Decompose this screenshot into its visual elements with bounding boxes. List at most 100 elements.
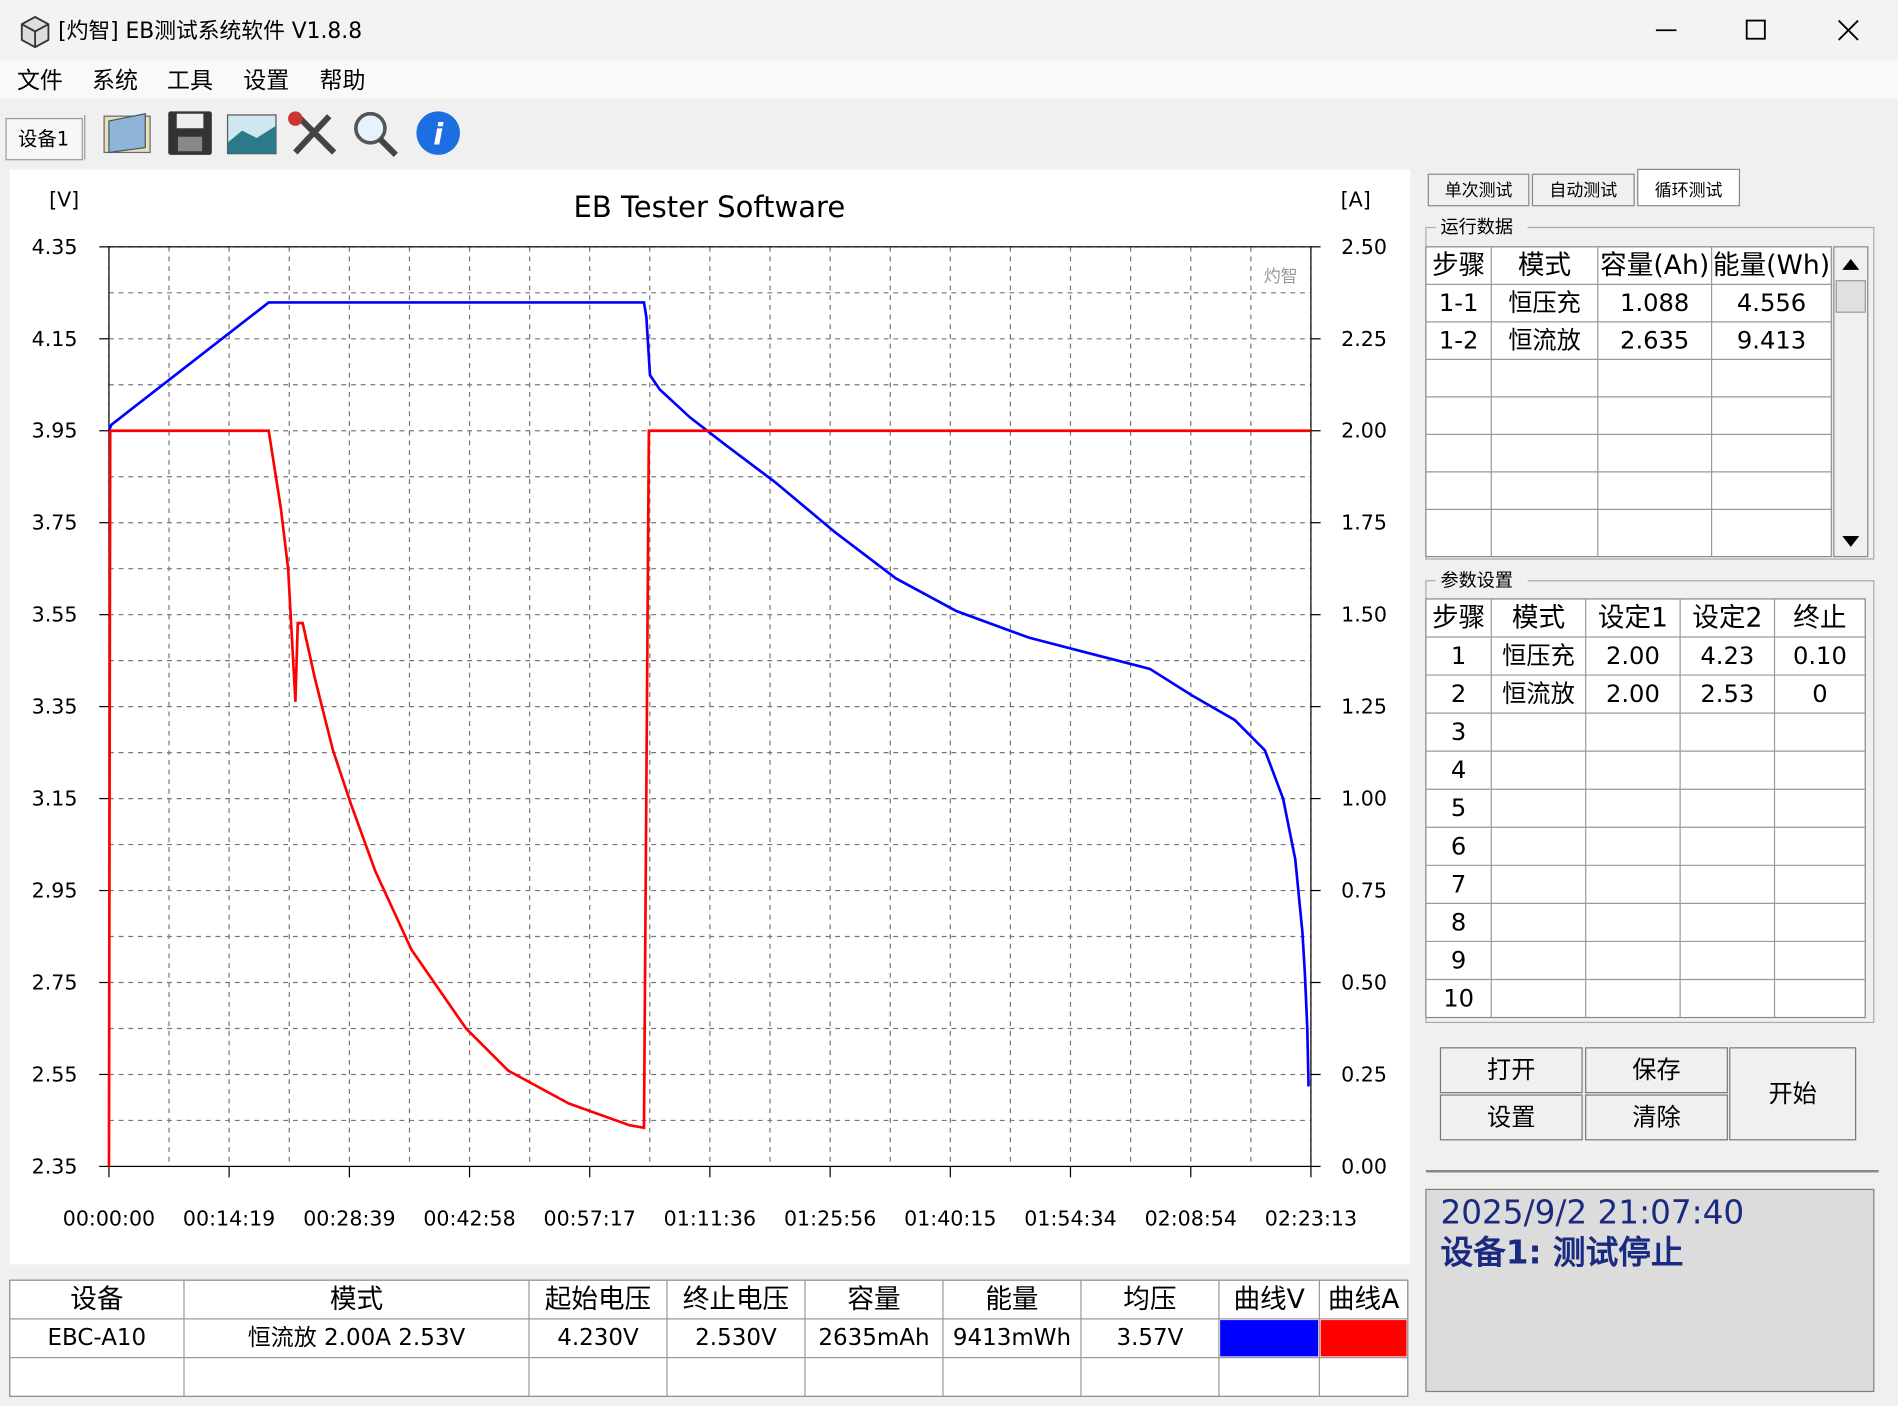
table-cell: 4.23	[1700, 642, 1754, 670]
table-cell: 4	[1451, 756, 1466, 784]
app-icon	[20, 15, 50, 49]
y2-axis-label: [A]	[1341, 188, 1371, 212]
table-header: 步骤	[1432, 602, 1485, 633]
x-tick-label: 02:23:13	[1265, 1206, 1357, 1230]
menu-item[interactable]: 设置	[243, 68, 289, 94]
curve-swatch	[1220, 1320, 1319, 1357]
table-cell: 2.530V	[695, 1325, 777, 1351]
y2-tick-label: 1.50	[1341, 603, 1387, 627]
group-label: 运行数据	[1440, 217, 1513, 238]
y2-tick-label: 0.00	[1341, 1154, 1387, 1178]
y-axis-label: [V]	[49, 188, 79, 212]
chart-icon[interactable]	[226, 114, 277, 155]
menu-item[interactable]: 文件	[17, 68, 63, 94]
series-line	[107, 301, 1310, 1087]
side-tab-bg[interactable]	[1531, 173, 1635, 207]
scroll-up[interactable]	[1842, 258, 1860, 270]
side-tab-bg[interactable]	[1427, 173, 1530, 207]
y-tick-label: 2.95	[32, 879, 78, 903]
button-bg[interactable]	[1439, 1047, 1583, 1094]
side-tab[interactable]: 自动测试	[1549, 180, 1617, 200]
button[interactable]: 保存	[1632, 1056, 1680, 1084]
table-cell: EBC-A10	[47, 1325, 146, 1351]
table-cell: 8	[1451, 908, 1466, 936]
table-cell: 2.53	[1700, 680, 1754, 708]
table-cell: 6	[1451, 832, 1466, 860]
button[interactable]: 设置	[1487, 1103, 1535, 1131]
table-header: 容量(Ah)	[1600, 250, 1709, 281]
table-header: 步骤	[1432, 250, 1485, 281]
save-icon[interactable]	[168, 111, 212, 155]
status-box	[1425, 1188, 1875, 1393]
menu-item[interactable]: 帮助	[320, 68, 366, 94]
group-label: 参数设置	[1440, 570, 1513, 591]
side-tab-bg[interactable]	[1637, 168, 1741, 207]
table-cell: 1-1	[1439, 289, 1479, 317]
table-cell: 10	[1443, 985, 1474, 1013]
y2-tick-label: 0.25	[1341, 1062, 1387, 1086]
close-button[interactable]	[1838, 19, 1859, 41]
table-cell: 5	[1451, 794, 1466, 822]
menu-item[interactable]: 工具	[167, 68, 213, 94]
curve-swatch	[1320, 1320, 1407, 1357]
button-bg[interactable]	[1439, 1094, 1583, 1141]
button[interactable]: 清除	[1632, 1103, 1680, 1131]
device-tab[interactable]: 设备1	[18, 128, 69, 151]
scroll-down[interactable]	[1842, 536, 1860, 547]
y2-tick-label: 1.00	[1341, 787, 1387, 811]
x-tick-label: 00:00:00	[63, 1206, 155, 1230]
button-bg[interactable]	[1585, 1094, 1728, 1141]
table-header: 模式	[1512, 602, 1565, 633]
table-header: 终止	[1793, 602, 1846, 633]
table-header: 模式	[330, 1284, 383, 1315]
maximize-button[interactable]	[1745, 19, 1766, 40]
x-tick-label: 00:14:19	[183, 1206, 275, 1230]
tools-icon[interactable]	[288, 111, 337, 155]
table-header: 起始电压	[545, 1284, 651, 1315]
menu-item[interactable]: 系统	[92, 68, 138, 94]
series-line	[107, 429, 1311, 1167]
scroll-thumb[interactable]	[1835, 280, 1866, 313]
info-icon[interactable]: i	[416, 111, 460, 155]
button[interactable]: 开始	[1768, 1080, 1816, 1108]
table-header: 设定2	[1692, 602, 1762, 633]
status-time: 2025/9/2 21:07:40	[1440, 1193, 1744, 1231]
y-tick-label: 3.55	[32, 603, 78, 627]
y-tick-label: 3.35	[32, 695, 78, 719]
table-cell: 0	[1812, 680, 1827, 708]
search-icon[interactable]	[354, 111, 398, 158]
window-title: [灼智] EB测试系统软件 V1.8.8	[58, 19, 362, 44]
device-tab-bg[interactable]	[5, 117, 83, 161]
table-header: 设备	[70, 1284, 123, 1315]
table-bg	[1425, 598, 1866, 1019]
side-tab[interactable]: 单次测试	[1445, 180, 1513, 200]
y2-tick-label: 1.75	[1341, 511, 1387, 535]
button-bg[interactable]	[1729, 1047, 1857, 1141]
table-cell: 2.635	[1620, 327, 1689, 355]
table-cell: 恒流放 2.00A 2.53V	[248, 1325, 466, 1351]
open-icon[interactable]	[103, 113, 151, 154]
side-tab[interactable]: 循环测试	[1655, 180, 1723, 200]
table-header: 均压	[1123, 1284, 1176, 1315]
x-tick-label: 01:40:15	[904, 1206, 996, 1230]
table-header: 终止电压	[683, 1284, 789, 1315]
table-header: 曲线A	[1328, 1284, 1399, 1315]
y-tick-label: 3.95	[32, 419, 78, 443]
table-cell: 4.230V	[557, 1325, 639, 1351]
button[interactable]: 打开	[1487, 1056, 1535, 1084]
group-label-bg	[1435, 569, 1528, 592]
table-bg	[1425, 246, 1833, 558]
table-cell: 3.57V	[1116, 1325, 1183, 1351]
button-bg[interactable]	[1585, 1047, 1728, 1094]
y2-tick-label: 2.00	[1341, 419, 1387, 443]
table-cell: 9	[1451, 946, 1466, 974]
table-cell: 恒压充	[1508, 289, 1581, 317]
table-cell: 2.00	[1606, 680, 1660, 708]
x-tick-label: 00:28:39	[303, 1206, 395, 1230]
y2-tick-label: 1.25	[1341, 695, 1387, 719]
table-header: 能量(Wh)	[1713, 250, 1830, 281]
x-tick-label: 00:57:17	[544, 1206, 636, 1230]
table-header: 曲线V	[1233, 1284, 1304, 1315]
